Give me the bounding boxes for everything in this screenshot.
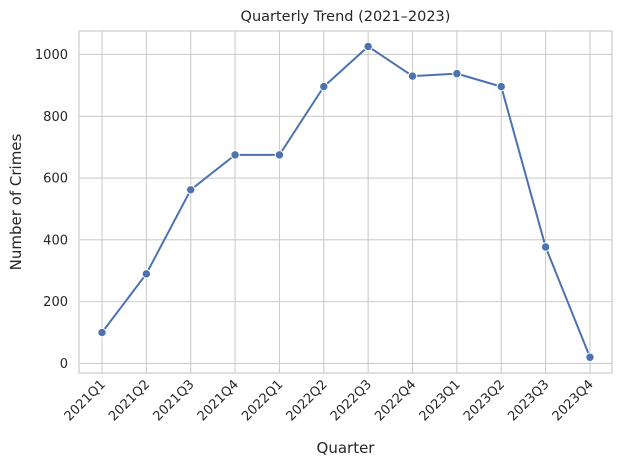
x-axis-label: Quarter — [317, 439, 376, 457]
y-tick-label: 0 — [60, 357, 68, 372]
data-point-2022Q1 — [274, 150, 285, 160]
y-tick-label: 1000 — [35, 48, 68, 63]
series-line — [101, 45, 591, 358]
y-tick-label: 600 — [43, 172, 68, 187]
series-group — [97, 41, 595, 362]
chart-title: Quarterly Trend (2021–2023) — [241, 9, 451, 25]
data-point-2023Q4 — [585, 352, 595, 362]
data-point-2021Q3 — [186, 185, 196, 195]
y-axis-label: Number of Crimes — [7, 133, 25, 270]
plot-frame — [78, 30, 613, 374]
data-point-2021Q1 — [97, 327, 107, 338]
y-tick-label: 800 — [43, 110, 68, 125]
data-point-2021Q2 — [141, 269, 152, 279]
y-tick-label: 200 — [43, 295, 68, 310]
data-point-2022Q2 — [319, 81, 329, 92]
y-tick-label: 400 — [43, 233, 68, 248]
data-point-2023Q2 — [496, 81, 506, 92]
data-point-2022Q3 — [363, 41, 373, 52]
data-point-2023Q1 — [452, 68, 462, 79]
data-point-2021Q4 — [230, 150, 240, 160]
data-point-2023Q3 — [540, 242, 551, 252]
y-tick-labels: 0 200 400 600 800 1000 — [35, 48, 68, 372]
data-point-2022Q4 — [407, 71, 418, 81]
grid-lines — [79, 31, 612, 373]
